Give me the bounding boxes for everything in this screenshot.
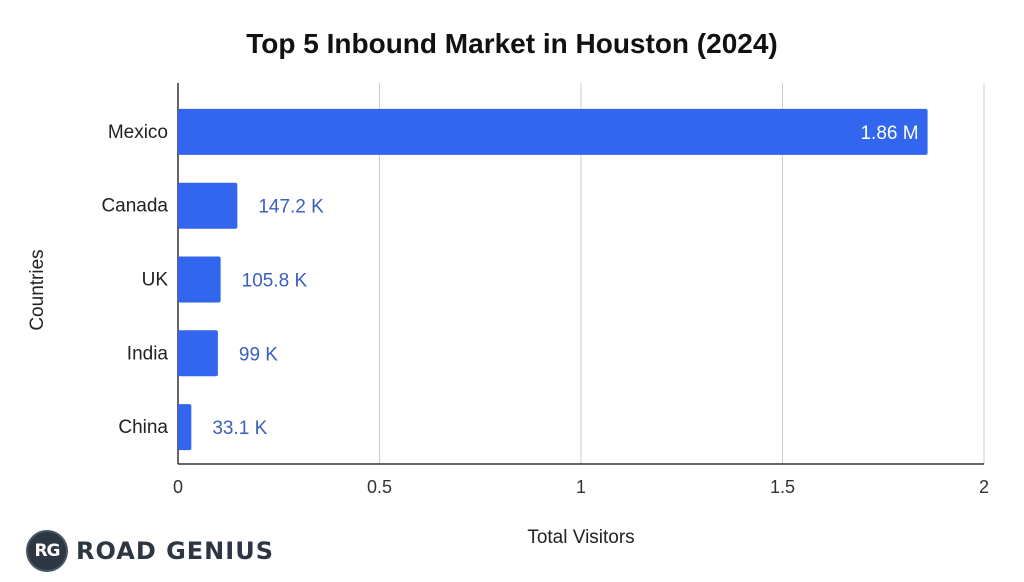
logo-wordmark: ROAD GENIUS xyxy=(76,537,274,565)
category-label: UK xyxy=(142,270,169,291)
logo-badge-icon: RG xyxy=(26,530,68,572)
brand-logo: RG ROAD GENIUS xyxy=(26,530,274,572)
x-tick-label: 2 xyxy=(979,477,989,497)
chart-title: Top 5 Inbound Market in Houston (2024) xyxy=(246,28,778,59)
data-label: 105.8 K xyxy=(242,271,308,292)
x-tick-label: 0 xyxy=(173,477,183,497)
bar-uk xyxy=(178,256,221,303)
bar-china xyxy=(178,404,192,451)
x-tick-label: 0.5 xyxy=(367,477,392,497)
category-label: Mexico xyxy=(108,122,168,143)
data-label: 147.2 K xyxy=(258,197,324,218)
x-tick-label: 1.5 xyxy=(770,477,795,497)
x-axis-title: Total Visitors xyxy=(527,527,635,548)
category-label: China xyxy=(118,417,168,438)
bar-canada xyxy=(178,182,238,229)
y-axis-title: Countries xyxy=(27,249,48,331)
category-label: India xyxy=(127,343,169,364)
bar-india xyxy=(178,330,218,377)
x-tick-label: 1 xyxy=(576,477,586,497)
data-label: 33.1 K xyxy=(212,418,267,439)
category-label: Canada xyxy=(101,196,168,217)
data-label: 1.86 M xyxy=(860,123,918,144)
data-label: 99 K xyxy=(239,344,278,365)
bar-mexico xyxy=(178,108,928,155)
